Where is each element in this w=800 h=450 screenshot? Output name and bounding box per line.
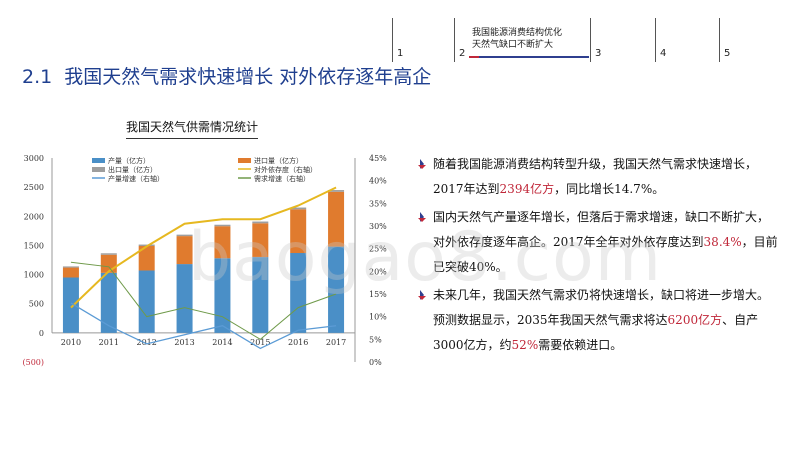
line-demand-growth <box>70 261 337 340</box>
x-tick-label: 2015 <box>250 338 270 347</box>
bar-production <box>62 277 79 333</box>
bar-import <box>62 267 79 278</box>
x-tick-label: 2010 <box>61 338 81 347</box>
bar-production <box>138 270 155 333</box>
y-tick-right: 25% <box>369 245 387 254</box>
bullet-list: 随着我国能源消费结构转型升级，我国天然气需求快速增长，2017年达到2394亿方… <box>418 152 780 361</box>
bullet-item: 随着我国能源消费结构转型升级，我国天然气需求快速增长，2017年达到2394亿方… <box>418 152 780 202</box>
nav-num: 1 <box>397 48 404 59</box>
y-tick-left: 1000 <box>24 271 44 280</box>
nav-num: 5 <box>724 48 731 59</box>
y-tick-right: 30% <box>369 222 387 231</box>
bar-export <box>214 224 231 227</box>
highlight-value: 52% <box>511 338 539 352</box>
y-tick-right: 5% <box>369 335 382 344</box>
page-title: 2.1 我国天然气需求快速增长 对外依存逐年高企 <box>22 62 431 89</box>
x-tick-label: 2016 <box>288 338 308 347</box>
bar-import <box>138 246 155 271</box>
y-tick-left: 3000 <box>24 154 44 163</box>
line-dependence <box>70 186 337 309</box>
bar-import <box>100 254 117 273</box>
bar-import <box>176 236 193 265</box>
bullet-arrow-icon <box>418 290 426 300</box>
legend-label: 产量增速（右轴） <box>108 174 164 183</box>
bar-import <box>328 191 345 247</box>
chart-title: 我国天然气供需情况统计 <box>126 118 259 139</box>
legend-swatch <box>238 158 251 163</box>
y-tick-right: 0% <box>369 358 382 367</box>
bar-production <box>328 246 345 333</box>
y-tick-right: 45% <box>369 154 387 163</box>
nav-item-5[interactable]: 5 <box>719 18 784 62</box>
nav-num: 2 <box>459 48 466 59</box>
bar-production <box>290 253 307 333</box>
y-tick-right: 15% <box>369 290 387 299</box>
y-tick-left: 2500 <box>24 183 44 192</box>
x-tick-label: 2014 <box>212 338 232 347</box>
y-tick-right: 40% <box>369 177 387 186</box>
x-tick-label: 2017 <box>326 338 346 347</box>
bar-import <box>290 209 307 254</box>
supply-demand-chart: (500) 0 500 1000 1500 2000 2500 3000 0% 5% 10% 15% 2… <box>22 154 387 367</box>
y-tick-left: 0 <box>39 329 44 338</box>
highlight-value: 2394亿方 <box>499 182 555 196</box>
x-tick-label: 2012 <box>137 338 157 347</box>
y-tick-right: 10% <box>369 313 387 322</box>
bullet-text: 、自产3000亿方，约 <box>433 313 759 352</box>
bar-production <box>100 272 117 333</box>
bullet-item: 未来几年，我国天然气需求仍将快速增长，缺口将进一步增大。预测数据显示，2035年… <box>418 283 780 358</box>
legend-label: 对外依存度（右轴） <box>254 165 317 174</box>
bar-export <box>62 266 79 268</box>
x-tick-label: 2013 <box>174 338 194 347</box>
bullet-text: 需要依赖进口。 <box>538 338 623 352</box>
nav-item-2-label: 我国能源消费结构优化 天然气缺口不断扩大 <box>472 28 563 50</box>
legend-label: 需求增速（右轴） <box>254 174 310 183</box>
legend-label: 产量（亿方） <box>108 156 150 165</box>
nav-active-indicator <box>469 56 589 58</box>
bar-import <box>214 226 231 259</box>
bar-export <box>252 221 269 224</box>
bullet-text: 随着我国能源消费结构转型升级，我国天然气需求快速增长，2017年达到 <box>433 157 758 196</box>
legend-swatch <box>92 158 105 163</box>
section-nav: 1 我国能源消费结构优化 天然气缺口不断扩大 2 3 4 5 <box>390 18 800 62</box>
nav-num: 3 <box>595 48 602 59</box>
nav-item-3[interactable]: 3 <box>590 18 655 62</box>
bar-production <box>176 264 193 333</box>
highlight-value: 6200亿方 <box>667 313 723 327</box>
y-tick-left: 2000 <box>24 212 44 221</box>
bar-export <box>100 253 117 255</box>
y-tick-right: 20% <box>369 267 387 276</box>
nav-item-1[interactable]: 1 <box>392 18 453 62</box>
line-production-growth <box>70 302 337 350</box>
legend-label: 进口量（亿方） <box>254 156 303 165</box>
bullet-arrow-icon <box>418 212 426 222</box>
legend-swatch <box>92 167 105 172</box>
legend-label: 出口量（亿方） <box>108 165 157 174</box>
y-tick-left: 500 <box>29 300 44 309</box>
bar-export <box>176 234 193 237</box>
bullet-item: 国内天然气产量逐年增长，但落后于需求增速，缺口不断扩大，对外依存度逐年高企。20… <box>418 205 780 280</box>
bar-production <box>214 258 231 333</box>
y-tick-right: 35% <box>369 199 387 208</box>
bullet-text: 未来几年，我国天然气需求仍将快速增长，缺口将进一步增大。预测数据显示，2035年… <box>433 288 770 327</box>
bar-export <box>290 207 307 210</box>
bullet-text: 国内天然气产量逐年增长，但落后于需求增速，缺口不断扩大，对外依存度逐年高企。20… <box>433 210 770 249</box>
bullet-arrow-icon <box>418 159 426 169</box>
page-title-text: 我国天然气需求快速增长 对外依存逐年高企 <box>64 66 432 88</box>
bar-export <box>328 190 345 192</box>
y-tick-left: (500) <box>22 358 44 367</box>
bullet-text: ，目前已突破40%。 <box>433 235 778 274</box>
nav-item-2[interactable]: 我国能源消费结构优化 天然气缺口不断扩大 2 <box>454 18 593 62</box>
bar-import <box>252 223 269 258</box>
page-title-number: 2.1 <box>22 66 53 88</box>
nav-num: 4 <box>660 48 667 59</box>
highlight-value: 38.4% <box>703 235 742 249</box>
nav-item-4[interactable]: 4 <box>655 18 720 62</box>
bullet-text: ，同比增长14.7%。 <box>554 182 665 196</box>
x-tick-label: 2011 <box>99 338 119 347</box>
y-tick-left: 1500 <box>24 241 44 250</box>
bar-production <box>252 257 269 333</box>
